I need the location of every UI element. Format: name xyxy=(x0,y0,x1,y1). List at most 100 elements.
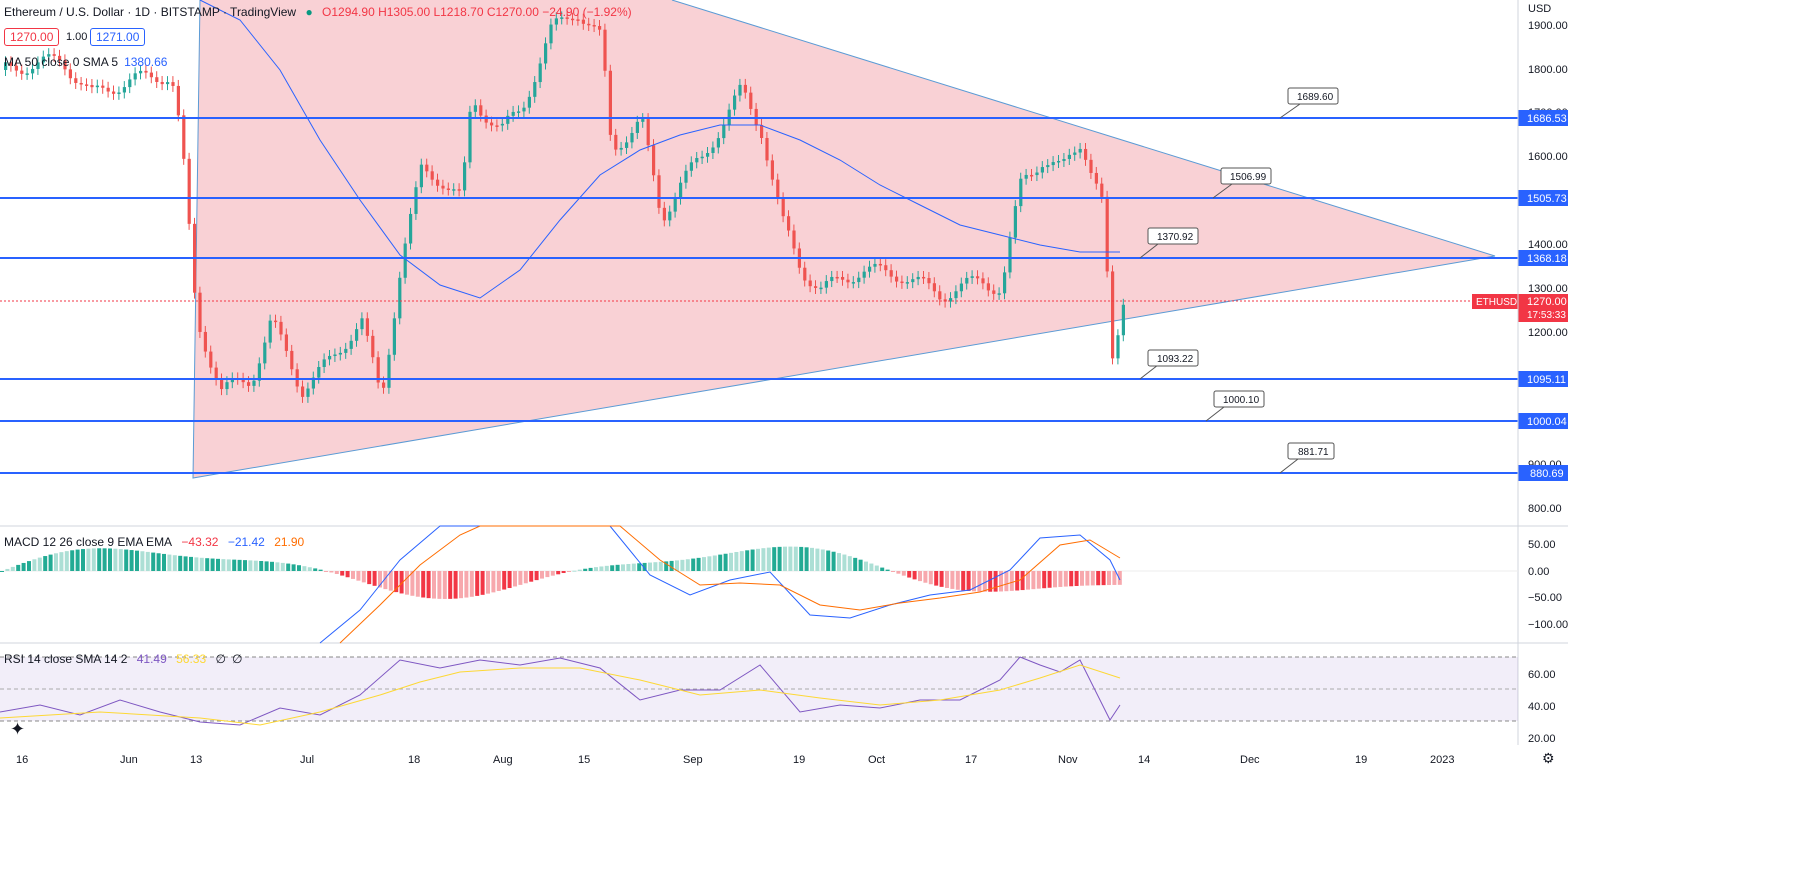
candle xyxy=(587,23,591,26)
candle xyxy=(792,230,796,249)
macd-bar xyxy=(194,557,199,571)
candle xyxy=(117,92,121,94)
candle xyxy=(14,65,18,71)
macd-bar xyxy=(999,571,1003,592)
macd-bar xyxy=(756,548,760,571)
macd-bar xyxy=(464,571,469,598)
candle xyxy=(733,95,737,110)
candle xyxy=(295,369,299,387)
macd-bar xyxy=(1026,571,1030,590)
candle xyxy=(916,276,920,280)
macd-bar xyxy=(750,549,755,571)
time-label: 2023 xyxy=(1430,754,1454,766)
candle xyxy=(344,348,348,353)
macd-bar xyxy=(513,571,517,587)
macd-bar xyxy=(5,568,10,571)
candle xyxy=(641,119,645,122)
time-label: 18 xyxy=(408,754,420,766)
macd-bar xyxy=(216,558,220,571)
candle xyxy=(1035,172,1039,176)
candle xyxy=(20,70,24,74)
macd-bar xyxy=(156,553,161,571)
macd-bar xyxy=(1085,571,1090,586)
macd-bar xyxy=(27,561,31,571)
candle xyxy=(106,87,110,92)
candle xyxy=(149,72,153,78)
macd-bar xyxy=(178,555,183,571)
candle xyxy=(738,84,742,96)
candle xyxy=(1030,174,1034,177)
macd-bar xyxy=(772,547,777,571)
candle xyxy=(376,357,380,383)
candle xyxy=(90,85,94,88)
support-resistance-levels xyxy=(0,117,1518,474)
macd-bar xyxy=(556,571,561,575)
macd-bar xyxy=(210,558,215,571)
macd-bar xyxy=(712,555,717,571)
candle xyxy=(1013,206,1017,238)
macd-bar xyxy=(1063,571,1068,587)
macd-bar xyxy=(934,571,939,586)
candle xyxy=(776,179,780,199)
candle xyxy=(943,299,947,302)
candle xyxy=(965,277,969,284)
svg-text:1300.00: 1300.00 xyxy=(1528,283,1568,295)
candle xyxy=(1067,154,1071,160)
macd-bar xyxy=(696,557,701,571)
svg-text:1093.22: 1093.22 xyxy=(1157,354,1194,365)
candle xyxy=(538,63,542,83)
macd-bar xyxy=(718,554,723,571)
macd-bar xyxy=(966,571,971,591)
candle xyxy=(290,350,294,370)
macd-bar xyxy=(615,564,620,571)
macd-bar xyxy=(356,571,361,581)
macd-bar xyxy=(405,571,409,595)
macd-bar xyxy=(372,571,377,586)
candle xyxy=(1051,162,1055,166)
ohlc-values: O1294.90 H1305.00 L1218.70 C1270.00 −24.… xyxy=(322,5,632,19)
candle xyxy=(517,111,521,113)
macd-bar xyxy=(135,550,139,571)
macd-bar xyxy=(475,571,480,596)
candle xyxy=(144,70,148,73)
candle xyxy=(425,164,429,172)
candle xyxy=(1008,237,1012,273)
candle xyxy=(306,388,310,397)
macd-bar xyxy=(626,563,631,571)
candle xyxy=(328,355,332,360)
ask-box[interactable]: 1271.00 xyxy=(90,28,146,46)
candle xyxy=(862,271,866,278)
macd-bar xyxy=(734,551,739,571)
macd-bar xyxy=(286,563,291,571)
ma-legend: MA 50 close 0 SMA 5 1380.66 xyxy=(4,55,168,69)
candle xyxy=(884,265,888,271)
candle xyxy=(857,277,861,283)
candle xyxy=(274,320,278,323)
macd-legend: MACD 12 26 close 9 EMA EMA −43.32 −21.42… xyxy=(4,535,305,549)
macd-bar xyxy=(621,564,625,571)
candle xyxy=(1084,148,1088,160)
macd-bar xyxy=(199,557,204,571)
candle xyxy=(695,157,699,163)
time-label: Oct xyxy=(868,754,885,766)
macd-bar xyxy=(280,562,285,571)
candle xyxy=(1094,172,1098,184)
macd-bar xyxy=(496,571,501,591)
svg-text:1000.04: 1000.04 xyxy=(1527,416,1567,428)
candle xyxy=(452,189,456,191)
macd-bar xyxy=(540,571,544,579)
settings-gear-icon[interactable]: ⚙ xyxy=(1542,750,1555,766)
time-label: Aug xyxy=(493,754,513,766)
candle xyxy=(1046,165,1050,168)
chart-canvas[interactable]: 1689.60 1506.99 1370.92 1093.22 1000.10 … xyxy=(0,0,1568,768)
macd-bar xyxy=(367,571,372,585)
candle xyxy=(700,156,704,159)
macd-bar xyxy=(486,571,490,594)
candle xyxy=(490,122,494,126)
bid-box[interactable]: 1270.00 xyxy=(4,28,60,46)
macd-bar xyxy=(345,571,350,578)
svg-text:1505.73: 1505.73 xyxy=(1527,193,1567,205)
macd-bar xyxy=(669,560,674,571)
candle xyxy=(986,283,990,291)
macd-bar xyxy=(853,557,858,571)
